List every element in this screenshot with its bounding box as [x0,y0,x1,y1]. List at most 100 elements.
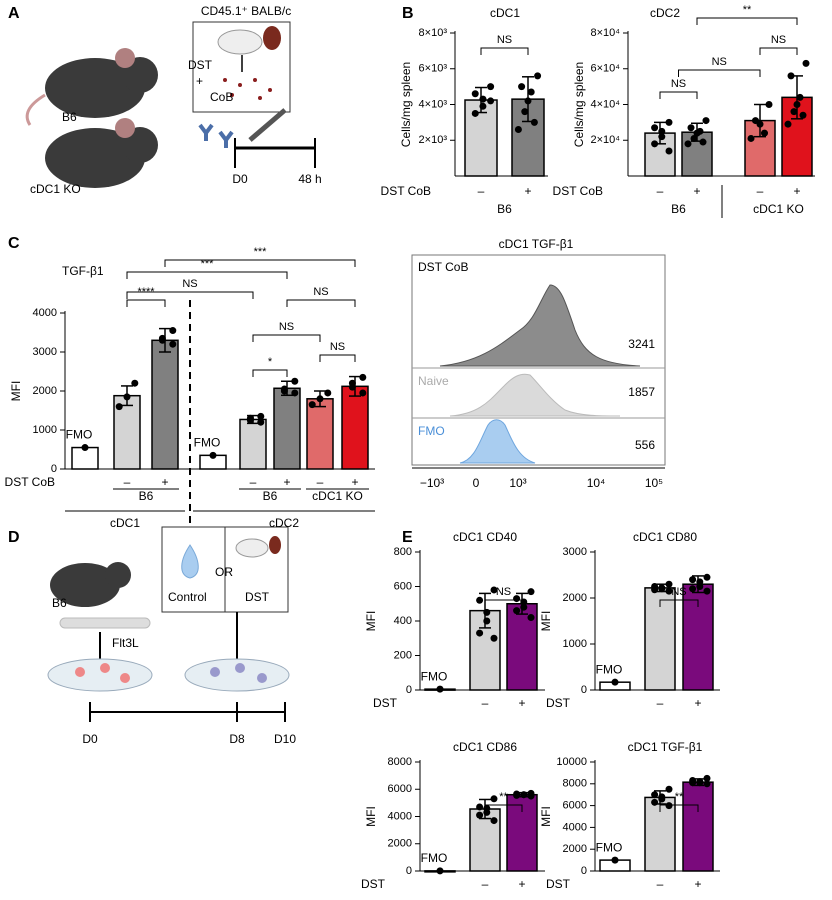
data-point [483,808,491,816]
data-point [611,678,619,686]
data-point [524,97,532,105]
data-point [651,798,659,806]
flow-tick-label: 10⁴ [587,476,606,490]
y-tick-label: 6×10³ [419,63,448,75]
data-point [513,791,521,799]
x-tick-label: + [283,475,290,489]
cell [75,667,85,677]
flow-tick-label: 0 [473,476,480,490]
significance-bracket [286,299,356,307]
cells [223,78,272,100]
antibody [218,130,234,148]
panel-letter: D [8,529,20,546]
significance-label: NS [313,286,328,298]
data-point [169,340,177,348]
data-point [490,795,498,803]
data-point [703,780,711,788]
data-point [521,108,529,116]
data-point [348,383,356,391]
data-point [476,629,484,637]
data-point [658,127,666,135]
data-point [115,403,123,411]
data-point [291,389,299,397]
y-tick-label: 800 [394,546,412,558]
data-point [703,774,711,782]
flow-tick-label: −10³ [420,476,444,490]
bar-label: FMO [421,851,448,865]
data-point [527,614,535,622]
bar [341,385,369,470]
y-tick-label: 3000 [33,346,57,358]
bar [469,808,501,872]
mouse-head [105,562,131,588]
dst-label: DST [188,58,213,72]
flow-row-label: FMO [418,424,445,438]
data-point [665,587,673,595]
group-label: cDC1 KO [312,489,363,503]
x-label: DST [373,696,398,710]
x-tick-label: – [482,696,489,710]
significance-label: * [268,356,273,368]
day-label: 48 h [298,172,321,186]
y-axis-label: Cells/mg spleen [399,62,413,147]
y-tick-label: 400 [394,615,412,627]
x-tick-label: – [124,475,131,489]
significance-bracket [164,259,356,267]
data-point [696,583,704,590]
group-label: B6 [497,202,512,216]
data-point [765,101,773,108]
data-point [169,327,177,335]
group-label: B6 [139,489,154,503]
data-point [747,134,755,142]
dish [184,658,290,692]
y-tick-label: 4000 [33,307,57,319]
significance-bracket [252,369,288,377]
bar-label: FMO [421,669,448,683]
chart-title: TGF-β1 [62,264,104,278]
significance-label: NS [497,34,512,46]
significance-bracket [659,91,698,99]
cell [257,673,267,683]
data-point [651,791,659,799]
control-label: Control [168,590,207,604]
bar-label: FMO [66,428,93,442]
significance-bracket [484,804,523,812]
x-tick-label: + [518,696,525,710]
drop [181,544,199,579]
y-tick-label: 600 [394,580,412,592]
y-tick-label: 2×10⁴ [590,134,620,146]
x-label: DST CoB [381,184,431,198]
data-point [684,140,692,148]
mouse-ear [115,48,135,68]
data-point [291,377,299,385]
x-label: DST [546,877,571,891]
flow-curve [459,419,536,464]
data-point [436,685,444,693]
flow-title: cDC1 TGF-β1 [499,237,574,251]
flow-row-label: Naive [418,374,449,388]
significance-label: NS [330,341,345,353]
cell [235,663,245,673]
x-label: DST [546,696,571,710]
data-point [324,389,332,397]
significance-bracket [252,334,321,342]
mouse-b6 [25,48,158,126]
data-point [665,147,673,155]
y-tick-label: 8000 [388,756,412,768]
bar [469,609,501,691]
flow-mfi: 556 [635,438,655,452]
x-label: DST CoB [553,184,603,198]
data-point [696,779,704,787]
x-tick-label: + [694,696,701,710]
flow-mfi: 1857 [628,385,655,399]
data-point [699,138,707,146]
chart-title: cDC1 [490,6,520,20]
data-point [476,811,484,819]
y-axis-label: MFI [364,611,378,632]
flow-tick-label: 10⁵ [645,476,663,490]
or-label: OR [215,565,233,579]
data-point [687,124,695,132]
y-axis-label: MFI [364,806,378,827]
data-point [257,412,265,420]
bar-label: FMO [596,840,623,854]
